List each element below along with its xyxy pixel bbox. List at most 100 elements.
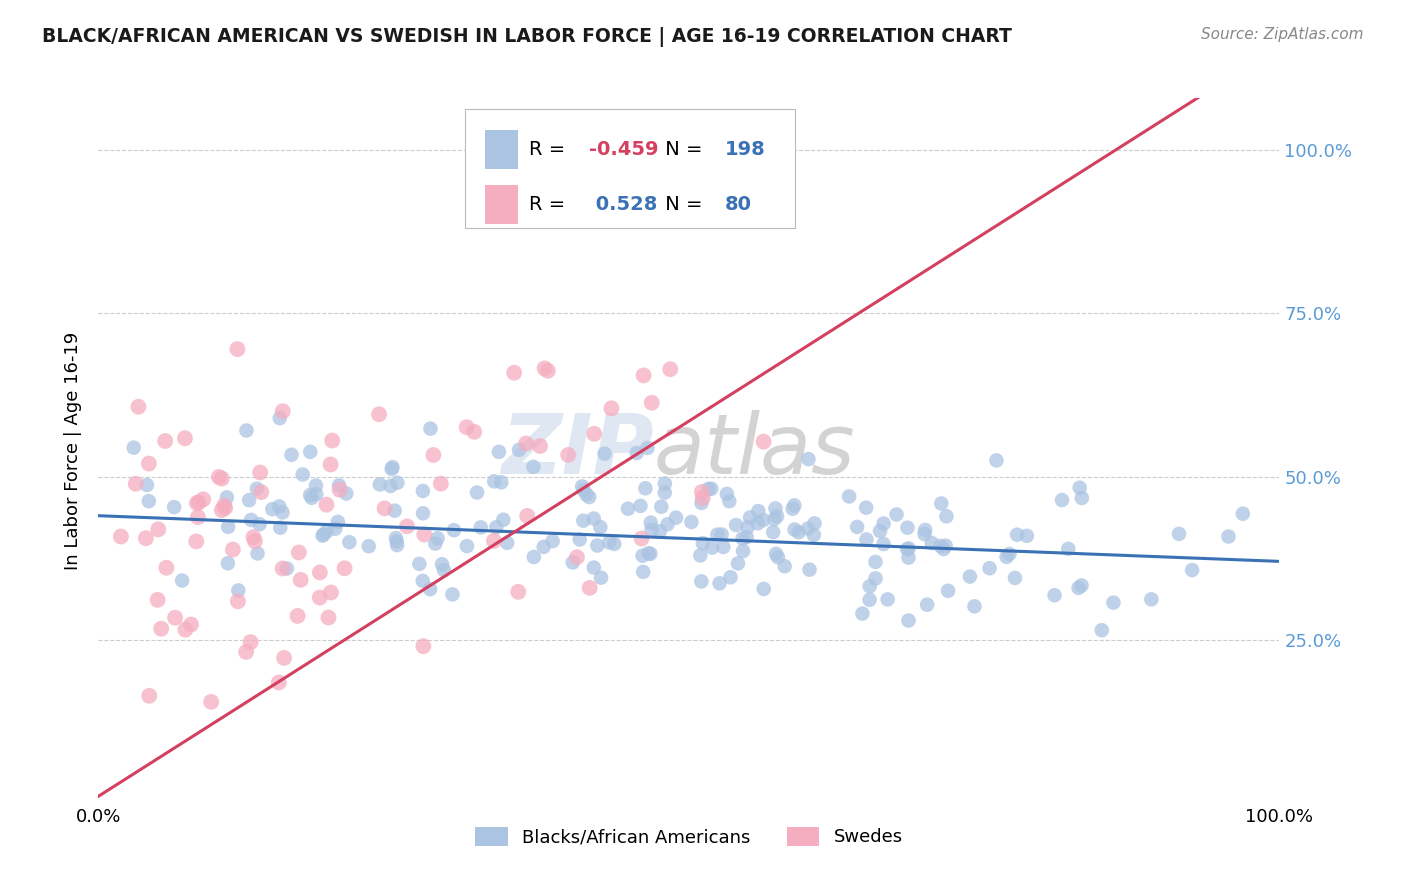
- Point: [692, 491, 714, 505]
- Point: [797, 522, 820, 536]
- Point: [488, 445, 510, 459]
- Point: [765, 501, 787, 516]
- Text: -0.459: -0.459: [589, 140, 658, 159]
- Point: [240, 513, 263, 527]
- Point: [1102, 596, 1125, 610]
- Point: [328, 478, 350, 492]
- Point: [287, 609, 309, 624]
- Point: [762, 525, 785, 540]
- Point: [709, 576, 731, 591]
- Point: [737, 520, 759, 534]
- Point: [311, 528, 333, 542]
- Point: [299, 445, 322, 459]
- Point: [217, 520, 239, 534]
- Point: [172, 574, 194, 588]
- Point: [1140, 592, 1163, 607]
- Point: [681, 515, 703, 529]
- Point: [122, 441, 145, 455]
- Point: [465, 485, 488, 500]
- Point: [640, 523, 662, 537]
- Point: [529, 439, 551, 453]
- Point: [1181, 563, 1204, 577]
- Point: [276, 561, 298, 575]
- Point: [571, 479, 593, 493]
- Point: [387, 475, 409, 490]
- Point: [242, 530, 264, 544]
- Point: [1043, 588, 1066, 602]
- Point: [773, 559, 796, 574]
- Point: [706, 527, 728, 541]
- Point: [633, 368, 655, 383]
- Point: [654, 476, 676, 491]
- Point: [319, 585, 342, 599]
- Text: 80: 80: [724, 195, 751, 214]
- Point: [301, 491, 323, 505]
- Point: [491, 475, 513, 490]
- Point: [187, 495, 209, 509]
- Point: [180, 617, 202, 632]
- Point: [305, 478, 328, 492]
- Legend: Blacks/African Americans, Swedes: Blacks/African Americans, Swedes: [468, 820, 910, 854]
- Point: [640, 516, 662, 530]
- Point: [855, 533, 877, 547]
- Point: [578, 581, 600, 595]
- Point: [200, 695, 222, 709]
- Point: [163, 500, 186, 514]
- Point: [235, 424, 257, 438]
- Point: [419, 582, 441, 596]
- Point: [747, 516, 769, 531]
- Point: [654, 485, 676, 500]
- Point: [412, 483, 434, 498]
- Point: [872, 537, 894, 551]
- Point: [136, 478, 159, 492]
- Point: [1218, 529, 1240, 543]
- Point: [600, 401, 623, 416]
- Point: [586, 539, 609, 553]
- Point: [710, 527, 733, 541]
- Point: [929, 539, 952, 553]
- Point: [312, 527, 335, 541]
- Point: [725, 518, 748, 533]
- Point: [697, 482, 720, 496]
- Point: [846, 520, 869, 534]
- Point: [208, 470, 231, 484]
- Point: [503, 366, 526, 380]
- Point: [315, 524, 337, 539]
- Text: atlas: atlas: [654, 410, 855, 491]
- Point: [575, 487, 598, 501]
- Point: [368, 477, 391, 491]
- Point: [865, 571, 887, 585]
- Point: [692, 536, 714, 550]
- Point: [174, 623, 197, 637]
- Point: [138, 457, 160, 471]
- Point: [250, 485, 273, 500]
- Point: [998, 547, 1021, 561]
- Text: N =: N =: [659, 195, 709, 214]
- Point: [138, 494, 160, 508]
- Point: [700, 482, 723, 496]
- Point: [1015, 529, 1038, 543]
- Point: [384, 503, 406, 517]
- Point: [765, 547, 787, 561]
- Point: [731, 532, 754, 546]
- Point: [222, 542, 245, 557]
- Point: [929, 496, 952, 510]
- Point: [516, 508, 538, 523]
- Point: [443, 523, 465, 537]
- Point: [603, 537, 626, 551]
- Point: [187, 510, 209, 524]
- Point: [125, 476, 148, 491]
- Point: [865, 555, 887, 569]
- Point: [766, 550, 789, 565]
- Point: [896, 521, 918, 535]
- Point: [716, 487, 738, 501]
- Point: [593, 447, 616, 461]
- Point: [720, 570, 742, 584]
- Point: [855, 500, 877, 515]
- Point: [374, 501, 396, 516]
- Point: [915, 598, 938, 612]
- Point: [380, 479, 402, 493]
- Point: [747, 504, 769, 518]
- Point: [727, 557, 749, 571]
- Point: [456, 420, 478, 434]
